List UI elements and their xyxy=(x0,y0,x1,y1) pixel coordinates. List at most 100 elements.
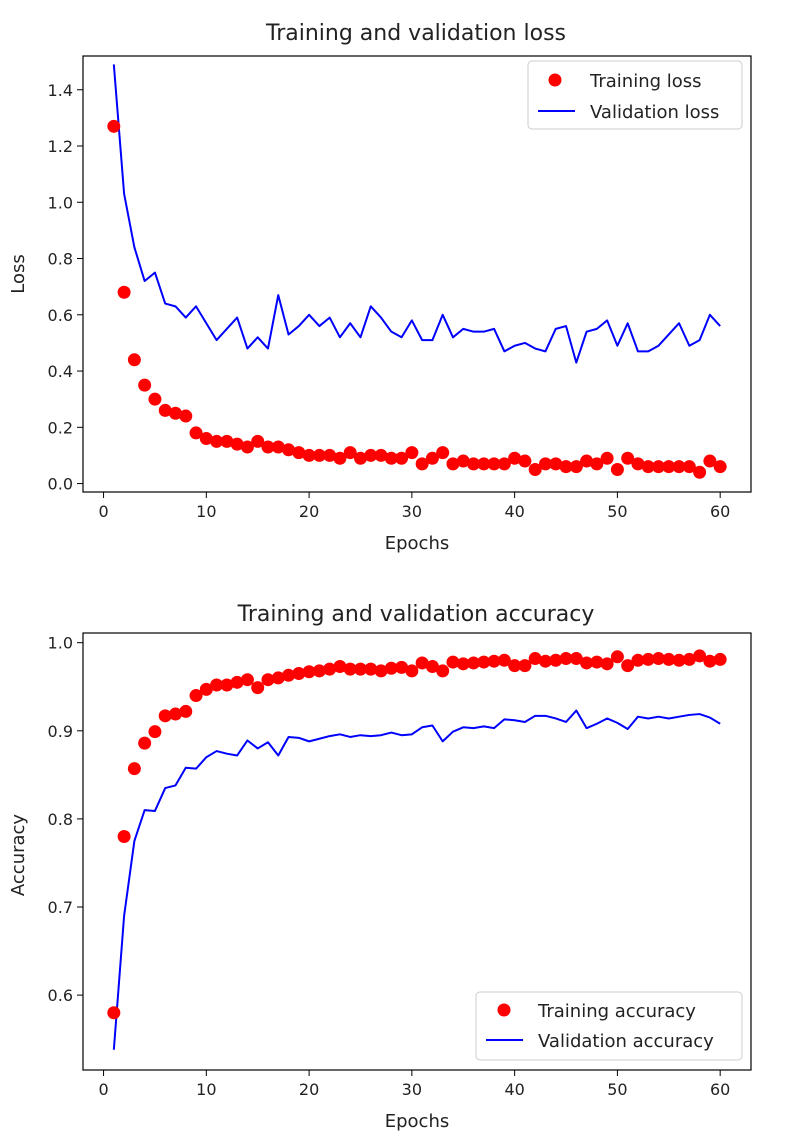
loss-y-tick-label: 0.2 xyxy=(48,418,73,437)
loss-point-training-loss xyxy=(292,446,306,460)
accuracy-x-tick-label: 30 xyxy=(402,1080,422,1099)
loss-point-training-loss xyxy=(333,451,347,465)
loss-x-axis-label: Epochs xyxy=(385,533,450,554)
accuracy-point-training-accuracy xyxy=(610,650,624,664)
loss-point-training-loss xyxy=(364,448,378,462)
accuracy-point-training-accuracy xyxy=(271,671,285,685)
accuracy-legend-box xyxy=(475,991,743,1061)
accuracy-legend-marker-training xyxy=(497,1003,511,1017)
accuracy-point-training-accuracy xyxy=(395,660,409,674)
accuracy-axes-frame xyxy=(82,632,752,1071)
loss-point-training-loss xyxy=(652,460,666,474)
accuracy-point-training-accuracy xyxy=(117,830,131,844)
accuracy-point-training-accuracy xyxy=(641,652,655,666)
loss-point-training-loss xyxy=(415,457,429,471)
accuracy-y-tick-label: 0.9 xyxy=(48,722,73,741)
accuracy-point-training-accuracy xyxy=(179,704,193,718)
accuracy-x-axis-label: Epochs xyxy=(385,1111,450,1132)
accuracy-point-training-accuracy xyxy=(333,659,347,673)
loss-x-tick-label: 60 xyxy=(710,502,730,521)
loss-chart-title: Training and validation loss xyxy=(265,21,566,46)
accuracy-point-training-accuracy xyxy=(384,661,398,675)
accuracy-point-training-accuracy xyxy=(405,664,419,678)
loss-point-training-loss xyxy=(271,440,285,454)
loss-point-training-loss xyxy=(179,409,193,423)
loss-point-training-loss xyxy=(703,454,717,468)
loss-point-training-loss xyxy=(569,460,583,474)
accuracy-point-training-accuracy xyxy=(713,652,727,666)
loss-point-training-loss xyxy=(528,463,542,476)
loss-x-tick-label: 0 xyxy=(98,502,108,521)
accuracy-point-training-accuracy xyxy=(672,653,686,667)
accuracy-point-training-accuracy xyxy=(127,762,141,776)
accuracy-point-training-accuracy xyxy=(590,655,604,669)
accuracy-y-tick-label: 0.6 xyxy=(48,986,73,1005)
accuracy-chart-title: Training and validation accuracy xyxy=(237,602,595,627)
accuracy-point-training-accuracy xyxy=(148,725,162,739)
loss-point-training-loss xyxy=(467,457,481,471)
accuracy-x-tick-label: 40 xyxy=(504,1080,524,1099)
loss-point-training-loss xyxy=(600,451,614,465)
accuracy-point-training-accuracy xyxy=(487,654,501,668)
accuracy-point-training-accuracy xyxy=(138,736,152,750)
accuracy-point-training-accuracy xyxy=(374,664,388,678)
loss-point-training-loss xyxy=(323,448,337,462)
accuracy-point-training-accuracy xyxy=(230,675,244,689)
loss-legend: Training loss Validation loss xyxy=(527,60,743,130)
accuracy-legend-label-training: Training accuracy xyxy=(537,1001,696,1022)
loss-point-training-loss xyxy=(107,119,121,133)
loss-point-training-loss xyxy=(199,432,213,446)
loss-point-training-loss xyxy=(148,392,162,406)
accuracy-point-training-accuracy xyxy=(662,652,676,666)
loss-axes-frame xyxy=(82,55,752,493)
loss-point-training-loss xyxy=(138,378,152,392)
accuracy-point-training-accuracy xyxy=(168,707,182,721)
loss-plot-area: 0 10 20 30 40 50 60 0.0 0.2 0.4 0.6 0.8 1.0 1.2 1.4 xyxy=(48,64,730,521)
loss-point-training-loss xyxy=(220,434,234,448)
accuracy-x-tick-label: 20 xyxy=(299,1080,319,1099)
accuracy-point-training-accuracy xyxy=(343,662,357,676)
accuracy-point-training-accuracy xyxy=(652,652,666,666)
loss-point-training-loss xyxy=(405,446,419,460)
accuracy-plot-area: 0 10 20 30 40 50 60 0.6 0.7 0.8 0.9 1.0 xyxy=(48,634,731,1099)
accuracy-point-training-accuracy xyxy=(158,709,172,723)
loss-point-training-loss xyxy=(446,457,460,471)
accuracy-point-training-accuracy xyxy=(508,659,522,673)
loss-point-training-loss xyxy=(230,437,244,451)
loss-point-training-loss xyxy=(621,451,635,465)
accuracy-point-training-accuracy xyxy=(682,652,696,666)
accuracy-y-axis-label: Accuracy xyxy=(8,814,29,897)
accuracy-point-training-accuracy xyxy=(240,673,254,687)
loss-point-training-loss xyxy=(487,457,501,471)
accuracy-point-training-accuracy xyxy=(364,662,378,676)
loss-y-tick-label: 0.4 xyxy=(48,362,73,381)
loss-point-training-loss xyxy=(631,457,645,471)
loss-point-training-loss xyxy=(158,403,172,417)
accuracy-point-training-accuracy xyxy=(292,667,306,681)
accuracy-point-training-accuracy xyxy=(549,653,563,667)
loss-point-training-loss xyxy=(693,465,707,479)
loss-point-training-loss xyxy=(559,460,573,474)
loss-chart: Training and validation loss 0 10 20 30 40 50… xyxy=(8,21,752,554)
accuracy-point-training-accuracy xyxy=(538,654,552,668)
accuracy-point-training-accuracy xyxy=(518,659,532,673)
accuracy-x-tick-label: 10 xyxy=(196,1080,216,1099)
loss-x-tick-label: 20 xyxy=(299,502,319,521)
loss-point-training-loss xyxy=(395,451,409,465)
accuracy-point-training-accuracy xyxy=(220,678,234,692)
loss-y-tick-label: 0.0 xyxy=(48,475,73,494)
loss-y-tick-label: 0.6 xyxy=(48,306,73,325)
accuracy-legend-label-validation: Validation accuracy xyxy=(538,1031,714,1052)
accuracy-point-training-accuracy xyxy=(189,689,203,703)
accuracy-chart: Training and validation accuracy 0 10 20 30… xyxy=(8,602,752,1132)
accuracy-x-tick-label: 60 xyxy=(710,1080,730,1099)
accuracy-point-training-accuracy xyxy=(600,657,614,671)
loss-point-training-loss xyxy=(343,446,357,460)
loss-point-training-loss xyxy=(210,434,224,448)
loss-point-training-loss xyxy=(302,448,316,462)
loss-y-tick-label: 1.2 xyxy=(48,137,73,156)
loss-point-training-loss xyxy=(374,448,388,462)
accuracy-series-validation-accuracy xyxy=(112,709,721,1050)
loss-y-axis-label: Loss xyxy=(8,254,29,293)
loss-point-training-loss xyxy=(641,460,655,474)
